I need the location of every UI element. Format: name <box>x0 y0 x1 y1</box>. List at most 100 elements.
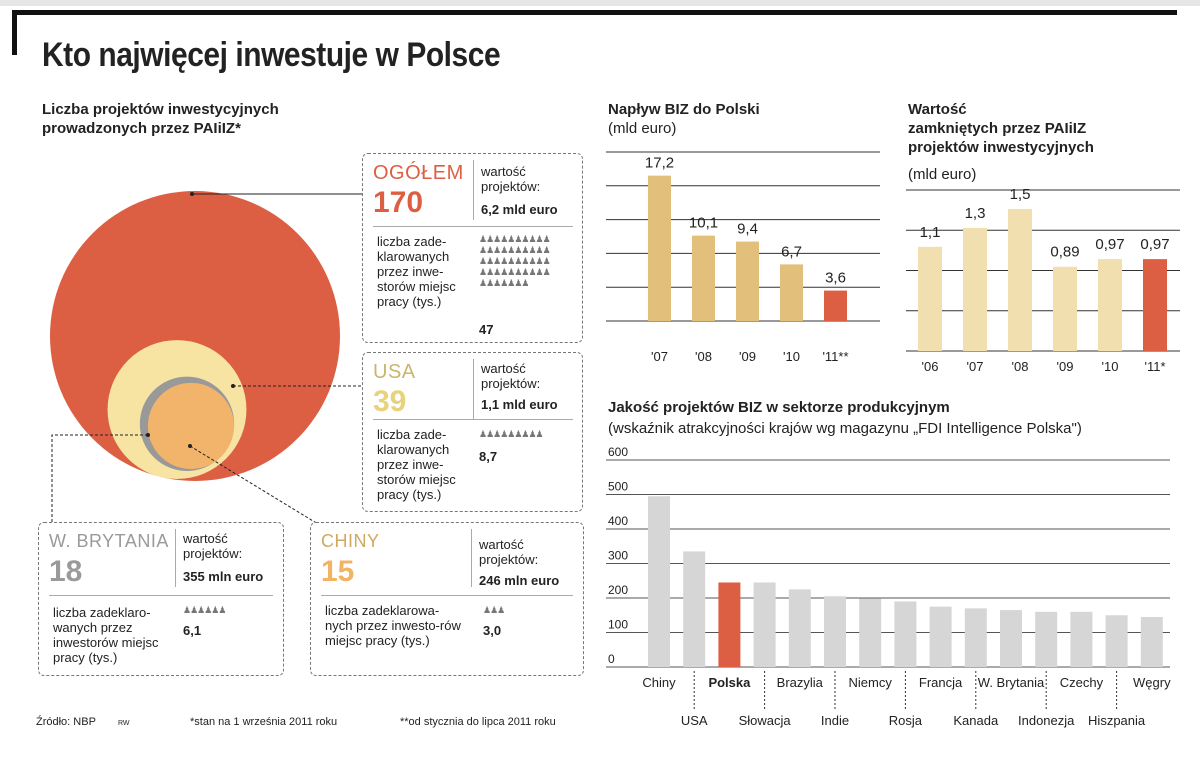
bar <box>964 608 987 667</box>
leader-dot-total <box>190 192 194 196</box>
fdi-unit: (mld euro) <box>608 120 677 137</box>
bar <box>1070 611 1093 667</box>
tick-label: Hiszpania <box>1088 713 1146 728</box>
total-divider <box>473 160 474 220</box>
closed-unit: (mld euro) <box>908 166 977 183</box>
bar <box>1105 615 1128 667</box>
bar <box>683 551 706 667</box>
tick-label: '06 <box>922 359 939 374</box>
quality-subtitle: Jakość projektów BIZ w sektorze produkcy… <box>608 399 950 416</box>
tick-label: Rosja <box>889 713 923 728</box>
china-divider <box>471 529 472 587</box>
data-label: 1,3 <box>965 205 986 222</box>
bar <box>1008 208 1032 351</box>
bar <box>894 601 917 667</box>
tick-label: '07 <box>651 349 668 364</box>
footer-note1: *stan na 1 września 2011 roku <box>190 716 338 728</box>
uk-count: 18 <box>49 555 83 588</box>
bubble-china <box>147 382 235 469</box>
quality-unit: (wskaźnik atrakcyjności krajów wg magazy… <box>608 420 1082 437</box>
usa-value: 1,1 mld euro <box>481 397 558 412</box>
tick-label: Brazylia <box>777 675 824 690</box>
bar <box>780 264 803 321</box>
total-box: OGÓŁEM 170 wartość projektów: 6,2 mld eu… <box>362 153 583 343</box>
china-people-icons: ♟♟♟ <box>483 605 505 615</box>
data-label: 9,4 <box>737 221 758 238</box>
y-tick-label: 0 <box>608 652 615 666</box>
tick-label: '10 <box>783 349 800 364</box>
tick-label: Czechy <box>1060 675 1104 690</box>
tick-label: USA <box>681 713 708 728</box>
y-tick-label: 100 <box>608 618 628 632</box>
bar <box>1035 611 1058 667</box>
total-name: OGÓŁEM <box>373 162 464 184</box>
tick-label: Francja <box>919 675 963 690</box>
projects-subtitle-line2: prowadzonych przez PAIiIZ* <box>42 120 241 137</box>
data-label: 17,2 <box>645 155 674 172</box>
leader-uk <box>51 434 148 522</box>
tick-label: Kanada <box>953 713 999 728</box>
projects-subtitle: Liczba projektów inwestycyjnych prowadzo… <box>42 100 279 138</box>
bar <box>648 496 670 667</box>
tick-label: '10 <box>1102 359 1119 374</box>
header-bar <box>12 10 1177 15</box>
usa-count: 39 <box>373 385 407 418</box>
bar <box>1053 266 1077 351</box>
tick-label: Indonezja <box>1018 713 1075 728</box>
y-tick-label: 200 <box>608 583 628 597</box>
china-separator <box>321 595 573 596</box>
china-box: CHINY 15 wartość projektów: 246 mln euro… <box>310 522 584 676</box>
bar <box>859 598 882 667</box>
data-label: 1,5 <box>1010 186 1031 203</box>
tick-label: W. Brytania <box>978 675 1045 690</box>
bar <box>1098 259 1122 351</box>
top-rule <box>0 0 1200 6</box>
china-jobs-label: liczba zadeklarowa-nych przez inwesto-ró… <box>325 603 461 648</box>
bar <box>648 175 671 321</box>
projects-subtitle-line1: Liczba projektów inwestycyjnych <box>42 101 279 118</box>
data-label: 0,89 <box>1050 244 1079 261</box>
bar <box>692 235 715 321</box>
tick-label: Polska <box>708 675 751 690</box>
footer-source: Źródło: NBP <box>36 716 96 728</box>
bar <box>824 596 846 667</box>
china-name: CHINY <box>321 531 380 551</box>
china-value-label: wartość projektów: <box>479 537 539 567</box>
tick-label: '09 <box>739 349 756 364</box>
china-value: 246 mln euro <box>479 573 560 588</box>
bar <box>1143 259 1167 351</box>
bubble-chart <box>50 191 362 525</box>
closed-bar-chart: 1,1 '06 1,3 '07 1,5 '08 0,89 '09 0,97 '10 0,97 '11* <box>906 186 1180 374</box>
uk-value-label: wartość projektów: <box>183 531 243 561</box>
tick-label: Słowacja <box>739 713 792 728</box>
uk-jobs-label: liczba zadeklaro-wanych przez inwestorów… <box>53 605 159 665</box>
tick-label: '11** <box>822 349 848 364</box>
tick-label: Chiny <box>642 675 676 690</box>
header-mark <box>12 10 17 55</box>
usa-divider <box>473 359 474 419</box>
bar <box>963 227 987 351</box>
y-tick-label: 400 <box>608 514 628 528</box>
total-value: 6,2 mld euro <box>481 202 558 217</box>
data-label: 0,97 <box>1095 236 1124 253</box>
fdi-bar-chart: 17,2 '07 10,1 '08 9,4 '09 6,7 '10 3,6 '11** <box>606 151 880 364</box>
data-label: 1,1 <box>920 224 941 241</box>
fdi-subtitle: Napływ BIZ do Polski <box>608 101 760 118</box>
uk-jobs: 6,1 <box>183 623 202 638</box>
tick-label: '11* <box>1144 359 1165 374</box>
tick-label: Niemcy <box>849 675 893 690</box>
total-count: 170 <box>373 186 424 219</box>
tick-label: Węgry <box>1133 675 1171 690</box>
footer-note2: **od stycznia do lipca 2011 roku <box>400 716 556 728</box>
footer-initials: RW <box>118 720 130 727</box>
data-label: 3,6 <box>825 270 846 287</box>
closed-subtitle-line3: projektów inwestycyjnych <box>908 139 1094 156</box>
tick-label: '08 <box>1012 359 1029 374</box>
uk-divider <box>175 529 176 587</box>
page-title: Kto najwięcej inwestuje w Polsce <box>42 36 501 74</box>
usa-value-label: wartość projektów: <box>481 361 541 391</box>
data-label: 6,7 <box>781 243 802 260</box>
tick-label: '08 <box>695 349 712 364</box>
uk-people-icons: ♟♟♟♟♟♟ <box>183 605 226 615</box>
y-tick-label: 300 <box>608 549 628 563</box>
